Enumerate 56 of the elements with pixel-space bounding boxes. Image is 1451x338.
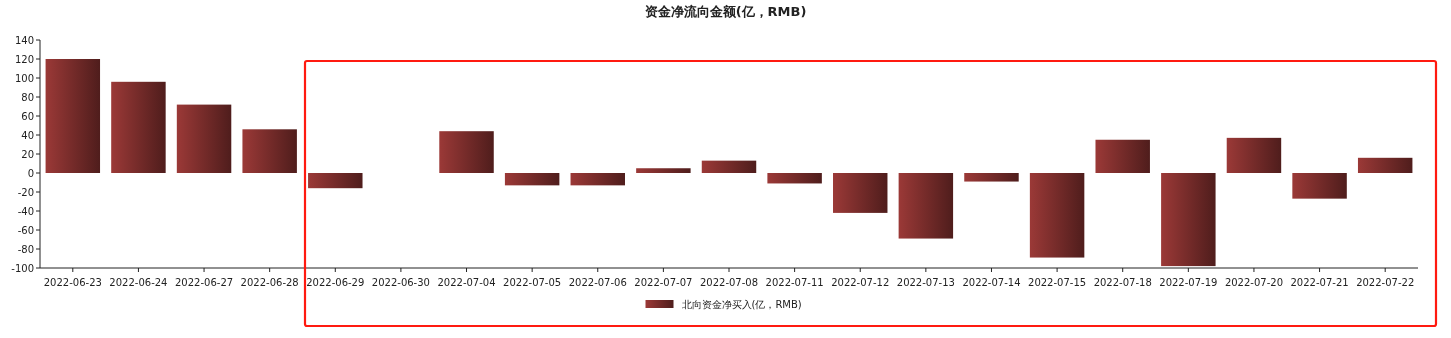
chart-title: 资金净流向金额(亿，RMB)	[644, 4, 807, 19]
bar	[1029, 173, 1085, 258]
x-tick-label: 2022-07-07	[634, 277, 693, 288]
x-tick-label: 2022-07-15	[1028, 277, 1087, 288]
x-tick-label: 2022-06-24	[109, 277, 168, 288]
x-tick-label: 2022-06-30	[371, 277, 430, 288]
x-tick-label: 2022-07-22	[1356, 277, 1415, 288]
y-tick-label: -100	[11, 263, 34, 274]
bar	[308, 173, 363, 189]
x-tick-label: 2022-06-27	[174, 277, 234, 288]
bar	[1095, 139, 1150, 173]
bar	[1292, 173, 1347, 199]
bar	[1161, 173, 1216, 267]
x-tick-label: 2022-07-04	[437, 277, 496, 288]
bar	[176, 104, 232, 173]
x-tick-label: 2022-07-08	[699, 277, 759, 288]
x-tick-label: 2022-06-29	[306, 277, 365, 288]
y-tick-label: 140	[14, 35, 34, 46]
y-tick-label: 40	[21, 130, 34, 141]
bar	[111, 81, 166, 173]
bar	[570, 173, 625, 186]
bar	[636, 168, 691, 173]
y-tick-label: -60	[17, 225, 34, 236]
bar	[504, 173, 560, 186]
bar	[45, 59, 101, 173]
y-tick-label: -40	[17, 206, 34, 217]
x-tick-label: 2022-07-13	[896, 277, 955, 288]
bar	[701, 160, 757, 173]
x-tick-label: 2022-07-19	[1159, 277, 1218, 288]
bar	[833, 173, 888, 213]
x-tick-label: 2022-07-05	[503, 277, 562, 288]
y-tick-label: 0	[27, 168, 34, 179]
x-tick-label: 2022-07-20	[1224, 277, 1284, 288]
y-tick-label: 20	[21, 149, 34, 160]
bar	[767, 173, 822, 184]
y-tick-label: 80	[21, 92, 34, 103]
x-tick-label: 2022-07-12	[831, 277, 890, 288]
bar	[439, 131, 494, 173]
y-tick-label: 60	[21, 111, 34, 122]
bar	[1226, 137, 1282, 173]
legend-label: 北向资金净买入(亿，RMB)	[681, 299, 802, 310]
y-tick-label: -20	[17, 187, 34, 198]
x-tick-label: 2022-06-23	[43, 277, 102, 288]
bar	[898, 173, 954, 239]
y-tick-label: -80	[17, 244, 34, 255]
bar	[242, 129, 297, 173]
x-tick-label: 2022-07-18	[1093, 277, 1152, 288]
x-tick-label: 2022-07-11	[765, 277, 824, 288]
bar	[964, 173, 1019, 182]
x-tick-label: 2022-06-28	[240, 277, 299, 288]
bar	[1357, 157, 1413, 173]
x-tick-label: 2022-07-06	[568, 277, 627, 288]
y-tick-label: 120	[14, 54, 34, 65]
x-tick-label: 2022-07-21	[1290, 277, 1349, 288]
y-tick-label: 100	[14, 73, 34, 84]
x-tick-label: 2022-07-14	[962, 277, 1021, 288]
